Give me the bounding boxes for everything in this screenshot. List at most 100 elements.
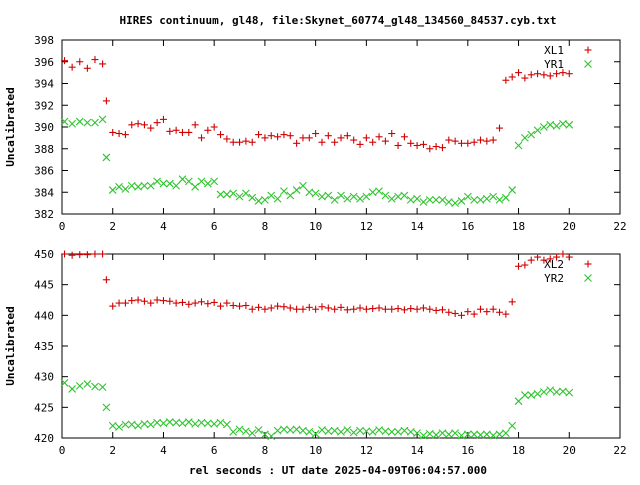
data-point (254, 426, 263, 434)
data-point (432, 431, 441, 439)
data-point (312, 130, 320, 138)
data-point (337, 427, 345, 436)
data-point (457, 197, 466, 205)
legend-marker (584, 274, 592, 282)
data-point (343, 426, 352, 434)
data-point (444, 198, 453, 206)
data-point (368, 427, 377, 436)
x-tick-label: 16 (461, 220, 474, 233)
data-point (565, 388, 574, 397)
data-point (406, 427, 415, 436)
data-point (445, 308, 453, 316)
data-point (172, 126, 180, 134)
data-point (470, 310, 478, 318)
data-point (153, 296, 161, 304)
data-point (419, 304, 427, 312)
data-point (375, 187, 383, 196)
data-point (540, 388, 548, 396)
y-tick-label: 425 (34, 401, 54, 414)
data-point (337, 191, 345, 200)
data-point (198, 298, 205, 306)
data-point (381, 427, 390, 436)
data-point (413, 194, 421, 203)
data-point (115, 182, 123, 191)
data-point (204, 300, 212, 308)
data-point (185, 300, 193, 308)
data-point (217, 302, 225, 310)
data-point (546, 386, 555, 395)
data-point (508, 421, 517, 430)
x-tick-label: 22 (613, 444, 626, 457)
data-point (274, 302, 282, 310)
y-axis-label: Uncalibrated (4, 87, 17, 166)
data-point (356, 194, 364, 203)
data-point (350, 136, 358, 144)
data-point (559, 250, 567, 258)
data-point (356, 304, 364, 312)
data-point (457, 139, 465, 147)
data-point (451, 429, 460, 437)
legend-label: YR2 (544, 272, 564, 285)
data-point (470, 195, 479, 204)
data-point (419, 431, 428, 440)
data-point (68, 119, 77, 128)
data-point (388, 130, 396, 138)
data-point (438, 144, 446, 152)
x-axis-label: rel seconds : UT date 2025-04-09T06:04:5… (189, 464, 487, 477)
data-point (527, 256, 535, 264)
y-tick-label: 386 (34, 165, 54, 178)
data-point (203, 179, 212, 188)
plot-frame (61, 39, 621, 215)
data-point (127, 420, 136, 429)
data-point (191, 420, 200, 428)
data-point (197, 177, 206, 186)
data-point (394, 427, 402, 436)
data-point (83, 118, 92, 127)
data-point (235, 425, 244, 434)
data-point (172, 299, 180, 307)
data-point (305, 134, 313, 142)
data-point (368, 188, 377, 197)
data-point (369, 305, 377, 313)
data-point (419, 140, 427, 148)
data-point (83, 380, 92, 388)
data-point (102, 97, 110, 105)
legend-marker (584, 46, 592, 54)
data-point (508, 298, 516, 306)
data-point (527, 130, 536, 139)
data-point (489, 305, 497, 313)
data-point (222, 190, 231, 199)
data-point (61, 250, 69, 258)
data-point (147, 299, 155, 307)
data-point (496, 308, 504, 316)
data-point (508, 73, 516, 81)
data-point (267, 304, 275, 312)
x-tick-label: 18 (512, 220, 525, 233)
data-point (216, 190, 225, 199)
data-point (546, 120, 555, 129)
data-point (102, 403, 111, 412)
data-point (165, 179, 174, 188)
data-point (299, 305, 307, 313)
data-point (261, 305, 269, 313)
x-tick-label: 10 (309, 220, 322, 233)
data-point (134, 182, 142, 191)
data-point (261, 195, 269, 204)
data-point (324, 304, 332, 312)
data-point (229, 189, 238, 198)
data-point (223, 299, 231, 307)
data-point (128, 121, 136, 129)
data-point (514, 397, 523, 406)
data-point (98, 383, 107, 391)
data-point (565, 70, 573, 78)
data-point (91, 118, 99, 127)
data-point (254, 197, 263, 205)
data-point (362, 134, 370, 142)
data-point (432, 306, 440, 314)
data-point (261, 134, 269, 142)
data-point (312, 305, 320, 313)
data-point (248, 193, 257, 202)
data-point (407, 139, 415, 147)
data-point (248, 138, 256, 146)
